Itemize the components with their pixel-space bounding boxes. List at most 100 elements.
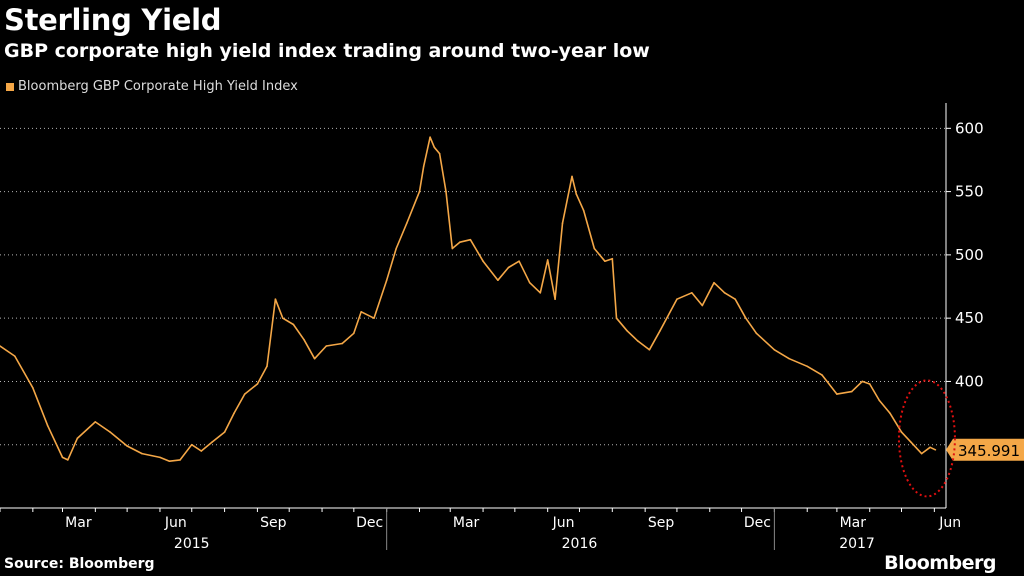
x-tick-label: Dec: [744, 515, 771, 531]
data-point: [773, 348, 776, 351]
grid-lines: [0, 127, 946, 446]
x-tick-label: Jun: [552, 515, 575, 531]
data-point: [179, 459, 181, 461]
y-tick-label: 450: [955, 309, 984, 327]
x-tick-label: Mar: [453, 515, 480, 531]
data-point: [836, 393, 838, 395]
data-point: [910, 441, 912, 443]
data-point: [561, 222, 564, 225]
year-label: 2017: [839, 536, 875, 552]
x-tick-label: Jun: [938, 515, 961, 531]
x-tick-label: Dec: [356, 515, 383, 531]
data-point: [701, 304, 704, 307]
x-tick-label: Sep: [260, 515, 287, 531]
data-point: [723, 292, 726, 294]
source-note: Source: Bloomberg: [4, 556, 155, 572]
data-point: [861, 380, 864, 383]
data-point: [900, 431, 903, 433]
data-point: [659, 330, 661, 332]
data-point: [690, 292, 693, 294]
data-point: [256, 383, 259, 385]
chart-title: Sterling Yield: [4, 3, 222, 37]
data-point: [313, 357, 316, 360]
data-point: [141, 452, 143, 455]
data-point: [469, 238, 472, 241]
series-layer: [0, 136, 937, 462]
legend-label: Bloomberg GBP Corporate High Yield Index: [18, 79, 298, 94]
data-point: [385, 279, 388, 281]
data-point: [615, 317, 618, 319]
data-point: [507, 266, 510, 269]
data-point: [46, 424, 49, 427]
data-point: [636, 340, 639, 342]
legend: Bloomberg GBP Corporate High Yield Index: [6, 79, 298, 94]
data-point: [934, 448, 937, 451]
data-point: [920, 452, 923, 455]
data-point: [66, 459, 69, 461]
axis-labels: 400 450 500 550 600 Mar Jun Sep Dec Mar Jun Sep Dec M…: [65, 119, 983, 552]
data-point: [190, 443, 193, 446]
data-point: [648, 348, 651, 351]
data-point: [497, 279, 499, 281]
data-point: [582, 209, 585, 212]
axes: [0, 103, 951, 550]
data-point: [0, 345, 1, 347]
data-point: [418, 190, 421, 193]
data-point: [76, 437, 79, 440]
data-point: [32, 386, 34, 389]
annotation-layer: 345.991: [897, 379, 1024, 498]
last-value-tag: [946, 438, 1024, 461]
data-point: [405, 222, 408, 225]
data-point: [211, 441, 213, 443]
data-point: [243, 393, 246, 395]
data-point: [546, 259, 549, 261]
data-point: [458, 241, 461, 244]
data-point: [61, 456, 64, 459]
data-point: [611, 257, 614, 260]
data-point: [713, 281, 715, 284]
data-point: [571, 175, 573, 178]
data-point: [360, 311, 363, 313]
data-point: [850, 390, 853, 393]
year-label: 2015: [174, 536, 210, 552]
data-point: [223, 431, 226, 433]
data-point: [593, 247, 596, 250]
data-point: [292, 323, 295, 326]
data-point: [109, 431, 111, 433]
data-point: [438, 152, 441, 155]
data-point: [626, 330, 628, 332]
last-value-label: 345.991: [958, 442, 1020, 460]
data-point: [282, 317, 284, 319]
data-point: [14, 355, 16, 357]
data-point: [604, 260, 606, 263]
data-point: [266, 365, 268, 368]
data-point: [422, 165, 425, 168]
data-point: [445, 190, 447, 193]
y-tick-label: 500: [955, 246, 984, 264]
data-point: [755, 332, 758, 335]
chart-subtitle: GBP corporate high yield index trading a…: [4, 40, 650, 62]
y-tick-label: 600: [955, 119, 984, 137]
data-point: [518, 260, 520, 263]
x-tick-label: Mar: [840, 515, 867, 531]
data-point: [373, 317, 375, 319]
legend-swatch: [6, 82, 14, 91]
series-line: [0, 136, 936, 462]
data-point: [929, 446, 931, 449]
data-point: [528, 281, 531, 284]
data-point: [868, 383, 871, 385]
highlight-ellipse: [897, 379, 956, 498]
data-point: [94, 421, 97, 423]
x-tick-label: Sep: [648, 515, 675, 531]
year-label: 2016: [562, 536, 598, 552]
data-point: [233, 412, 235, 414]
data-point: [325, 345, 328, 347]
data-point: [482, 260, 484, 263]
data-point: [889, 412, 891, 414]
data-point: [676, 298, 678, 300]
data-point: [788, 357, 791, 360]
bloomberg-logo: Bloomberg: [884, 552, 996, 574]
data-point: [341, 342, 343, 345]
data-point: [806, 365, 809, 368]
